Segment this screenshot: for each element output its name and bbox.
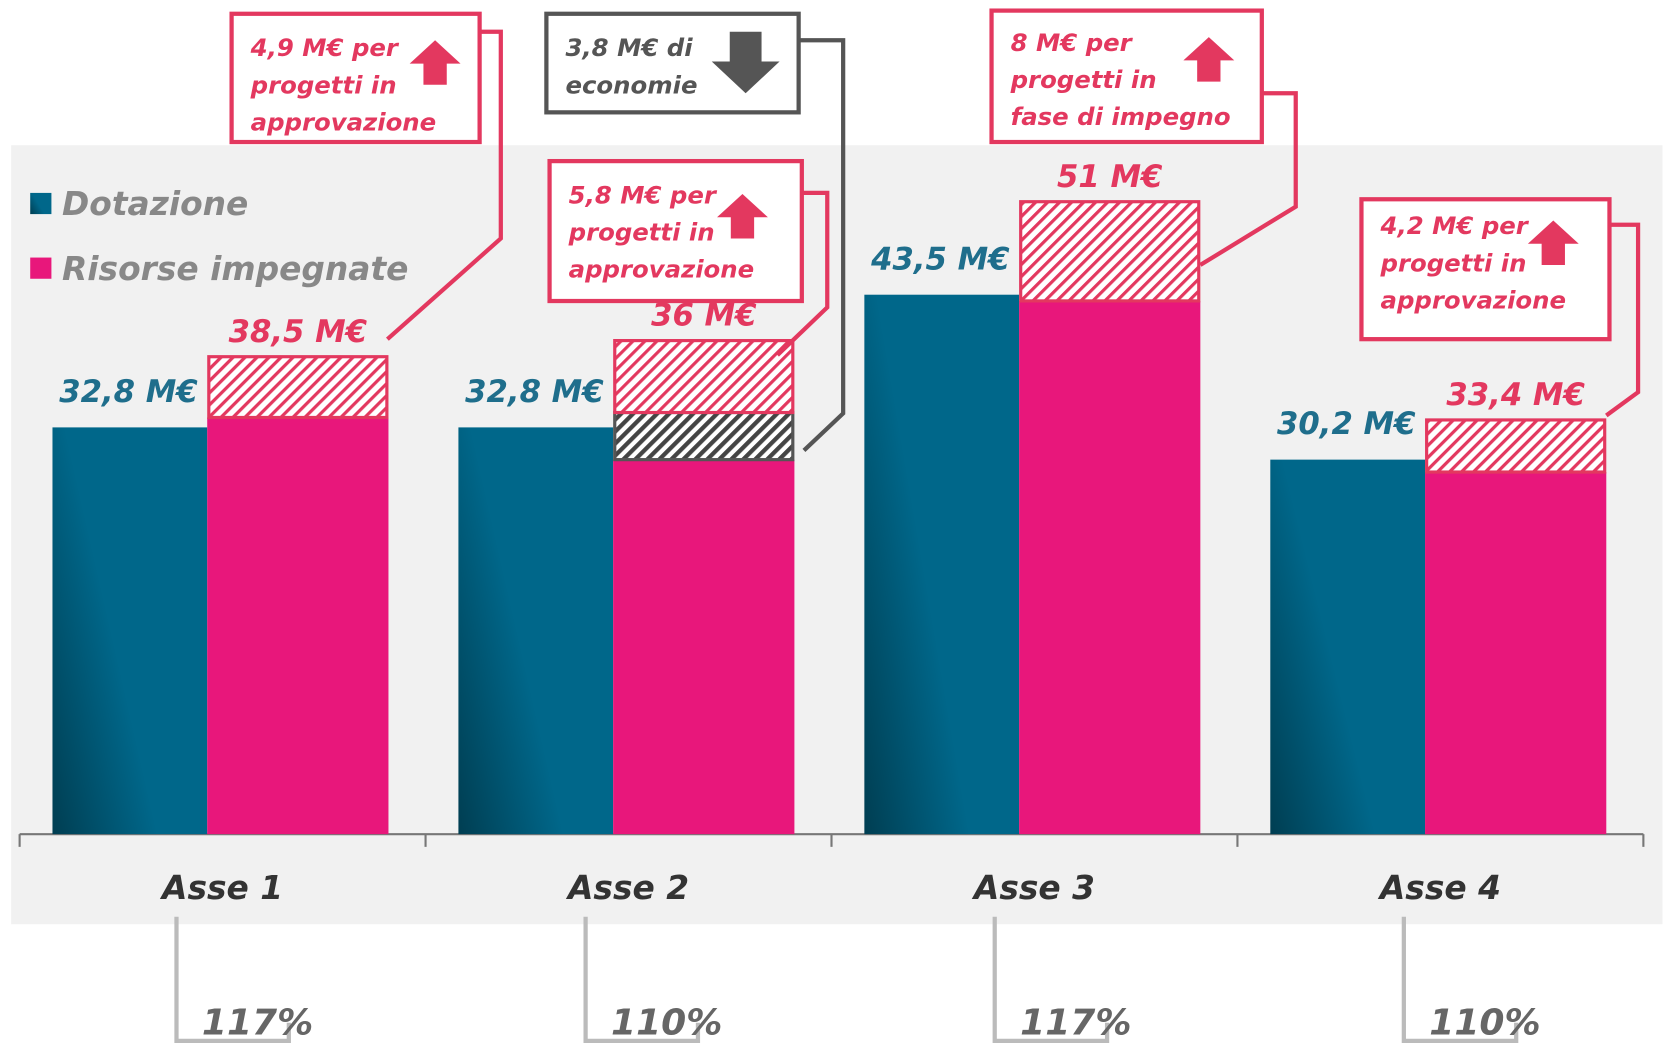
annotation-line: 5,8 M€ per [569, 181, 718, 210]
ratio-label: 110% [1429, 1002, 1540, 1043]
savings-segment [613, 410, 795, 462]
bar [1270, 459, 1426, 835]
annotation-line: approvazione [1381, 285, 1567, 314]
arrow-icon [1527, 220, 1579, 265]
bar [1019, 300, 1201, 835]
increment-segment [1425, 418, 1607, 474]
increment-segment [207, 355, 389, 420]
ratio-bracket [583, 916, 701, 1043]
connector [385, 29, 503, 341]
total-label: 38,5 M€ [229, 314, 368, 350]
total-label: 33,4 M€ [1446, 377, 1585, 413]
annotation-line: approvazione [569, 255, 755, 284]
value-label: 32,8 M€ [465, 374, 604, 410]
connector [775, 190, 830, 357]
annotation-line: progetti in [250, 70, 397, 99]
bar [458, 427, 614, 835]
annotation-box [1359, 197, 1612, 342]
annotation-text: 3,8 M€ di economie [565, 33, 697, 99]
legend-label: Dotazione [62, 185, 248, 223]
ratio-label: 117% [202, 1002, 313, 1043]
bar [1425, 472, 1607, 835]
x-tick-label: Asse 4 [1377, 869, 1501, 907]
annotation-line: 4,2 M€ per [1380, 211, 1530, 240]
annotation-line: 8 M€ per [1011, 28, 1134, 57]
arrow-icon [717, 193, 768, 239]
ratio-bracket [174, 916, 291, 1043]
value-label: 30,2 M€ [1277, 406, 1416, 442]
increment-segment [1019, 200, 1201, 303]
annotation-text: 4,2 M€ per progetti in approvazione [1380, 211, 1567, 314]
x-tick-label: Asse 2 [565, 869, 689, 907]
ratio-label: 110% [611, 1002, 722, 1043]
total-label: 51 M€ [1057, 159, 1163, 195]
connector [798, 38, 846, 452]
value-label: 32,8 M€ [59, 374, 198, 410]
legend-swatch [30, 257, 52, 279]
annotation-line: progetti in [568, 218, 715, 247]
annotation-line: progetti in [1380, 248, 1527, 277]
annotation-line: progetti in [1010, 65, 1157, 94]
connector [1199, 91, 1298, 267]
connector [1605, 222, 1641, 418]
annotation-line: 3,8 M€ di [565, 33, 693, 62]
annotation-line: 4,9 M€ per [250, 33, 400, 62]
ratio-bracket [1401, 916, 1519, 1043]
legend-label: Risorse impegnate [62, 250, 408, 288]
annotation-text: 4,9 M€ per progetti in approvazione [250, 33, 437, 136]
arrow-icon [1183, 37, 1235, 82]
annotation-line: fase di impegno [1011, 102, 1231, 131]
bar [207, 417, 389, 835]
annotation-line: economie [565, 70, 697, 99]
ratio-bracket [992, 916, 1110, 1043]
legend-swatch [30, 192, 52, 215]
annotation-text: 5,8 M€ per progetti in approvazione [568, 181, 755, 284]
bar [613, 459, 795, 835]
arrow-icon [409, 40, 461, 85]
annotation-text: 8 M€ per progetti in fase di impegno [1010, 28, 1231, 131]
annotation-box [547, 158, 804, 304]
bar [864, 294, 1020, 835]
ratio-label: 117% [1020, 1002, 1131, 1043]
total-label: 36 M€ [651, 298, 757, 334]
increment-segment [613, 338, 795, 415]
x-tick-label: Asse 1 [159, 869, 283, 907]
bar [52, 427, 208, 835]
annotation-line: approvazione [251, 107, 437, 136]
x-tick-label: Asse 3 [971, 869, 1095, 907]
value-label: 43,5 M€ [870, 241, 1010, 277]
arrow-icon [711, 31, 780, 94]
